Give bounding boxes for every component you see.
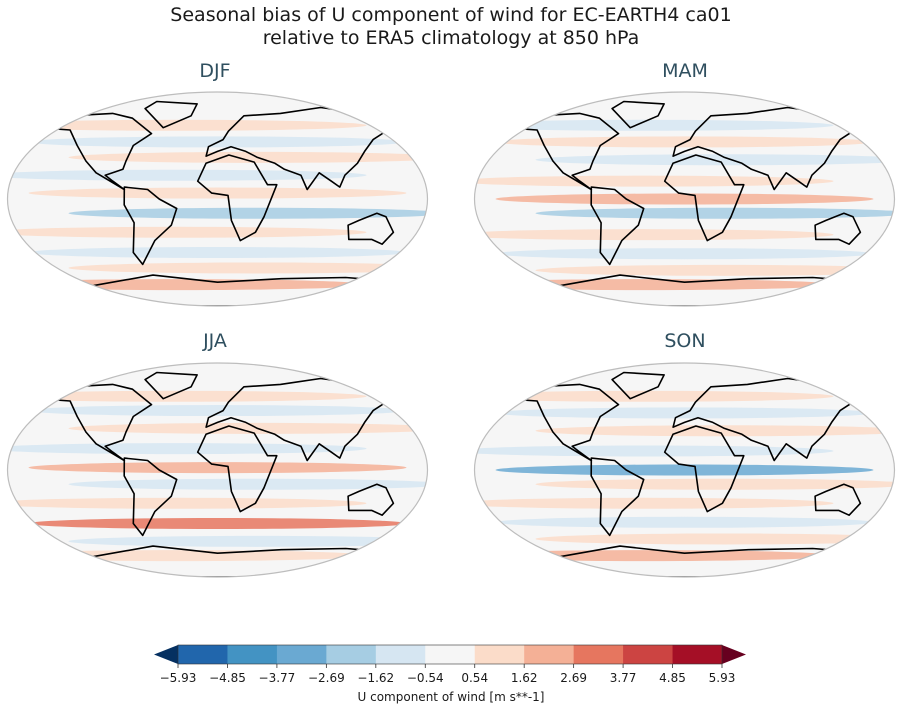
coastline — [347, 483, 395, 516]
colorbar-segment — [227, 645, 278, 664]
bias-band — [7, 497, 367, 509]
bias-band — [68, 262, 428, 274]
coastline — [144, 100, 198, 129]
coastline — [123, 186, 178, 266]
coastline — [611, 371, 665, 400]
coastline — [814, 483, 862, 516]
coastline — [663, 425, 745, 513]
bias-band — [495, 516, 874, 528]
bias-band — [495, 464, 874, 476]
coastline — [37, 112, 153, 191]
colorbar-tick-label: 5.93 — [709, 671, 736, 685]
colorbar-segment — [524, 645, 575, 664]
map-panel-son — [473, 362, 896, 578]
colorbar-segment — [474, 645, 525, 664]
map-frame — [473, 91, 896, 307]
colorbar-tick-label: −1.62 — [357, 671, 394, 685]
coastline — [205, 106, 411, 191]
colorbar-tick-label: −5.93 — [160, 671, 197, 685]
map-frame — [473, 362, 896, 578]
coastline — [26, 545, 409, 577]
bias-band — [495, 248, 874, 260]
bias-band — [495, 193, 874, 205]
bias-band — [7, 226, 367, 238]
map-panel-jja — [6, 362, 429, 578]
coastline — [814, 212, 862, 245]
colorbar-segment — [375, 645, 426, 664]
season-label-djf: DJF — [199, 60, 231, 82]
chart-title-line2: relative to ERA5 climatology at 850 hPa — [262, 27, 640, 49]
coastline — [590, 186, 645, 266]
season-label-son: SON — [664, 330, 706, 352]
colorbar-tick-label: −0.54 — [407, 671, 444, 685]
coastline — [504, 112, 620, 191]
coastline — [196, 154, 278, 242]
coastline — [37, 383, 153, 462]
bias-band — [535, 264, 895, 276]
bias-band — [535, 154, 895, 166]
bias-band — [68, 535, 428, 547]
bias-band — [535, 533, 895, 545]
coastline — [493, 274, 876, 306]
bias-band — [535, 425, 895, 437]
colorbar-segment — [623, 645, 674, 664]
bias-band — [7, 169, 367, 181]
colorbar-segment — [573, 645, 624, 664]
colorbar-segment — [672, 645, 723, 664]
coastline — [205, 377, 411, 462]
colorbar-segment — [178, 645, 228, 664]
colorbar-extend-high — [722, 645, 746, 664]
colorbar-tick-label: 3.77 — [610, 671, 637, 685]
colorbar-label: U component of wind [m s**-1] — [357, 690, 545, 704]
map-frame — [6, 362, 429, 578]
season-label-jja: JJA — [203, 330, 227, 352]
bias-band — [28, 518, 407, 529]
colorbar-tick-label: 1.62 — [511, 671, 538, 685]
coastline — [611, 100, 665, 129]
map-panel-djf — [6, 91, 429, 307]
coastline — [663, 154, 745, 242]
colorbar-tick-label: −2.69 — [308, 671, 345, 685]
bias-band — [535, 207, 895, 219]
coastline — [26, 274, 409, 306]
coastline — [144, 371, 198, 400]
coastline — [672, 377, 878, 462]
season-label-mam: MAM — [662, 60, 708, 82]
coastline — [590, 457, 645, 537]
colorbar-segment — [326, 645, 377, 664]
bias-band — [474, 390, 834, 402]
colorbar-segment — [276, 645, 327, 664]
coastline — [123, 457, 178, 537]
map-frame — [6, 91, 429, 307]
colorbar-segment — [425, 645, 476, 664]
colorbar-extend-low — [154, 645, 178, 664]
colorbar-tick-label: 0.54 — [461, 671, 488, 685]
colorbar-tick-label: 2.69 — [560, 671, 587, 685]
colorbar-tick-label: −4.85 — [209, 671, 246, 685]
bias-band — [474, 119, 834, 131]
coastline — [493, 545, 876, 577]
coastline — [672, 106, 878, 191]
bias-band — [28, 405, 407, 417]
bias-band — [7, 390, 367, 402]
colorbar-tick-label: 4.85 — [659, 671, 686, 685]
bias-band — [68, 478, 428, 490]
coastline — [196, 425, 278, 513]
bias-band — [474, 445, 834, 457]
bias-band — [7, 443, 367, 455]
bias-band — [28, 462, 407, 474]
bias-band — [535, 478, 895, 490]
bias-band — [68, 207, 428, 219]
coastline — [347, 212, 395, 245]
bias-band — [7, 119, 367, 131]
bias-band — [28, 187, 407, 199]
bias-band — [28, 247, 407, 258]
coastline — [504, 383, 620, 462]
colorbar-tick-label: −3.77 — [259, 671, 296, 685]
bias-band — [474, 497, 834, 509]
chart-title-line1: Seasonal bias of U component of wind for… — [170, 4, 732, 26]
map-panel-mam — [473, 91, 896, 307]
bias-band — [474, 229, 834, 241]
